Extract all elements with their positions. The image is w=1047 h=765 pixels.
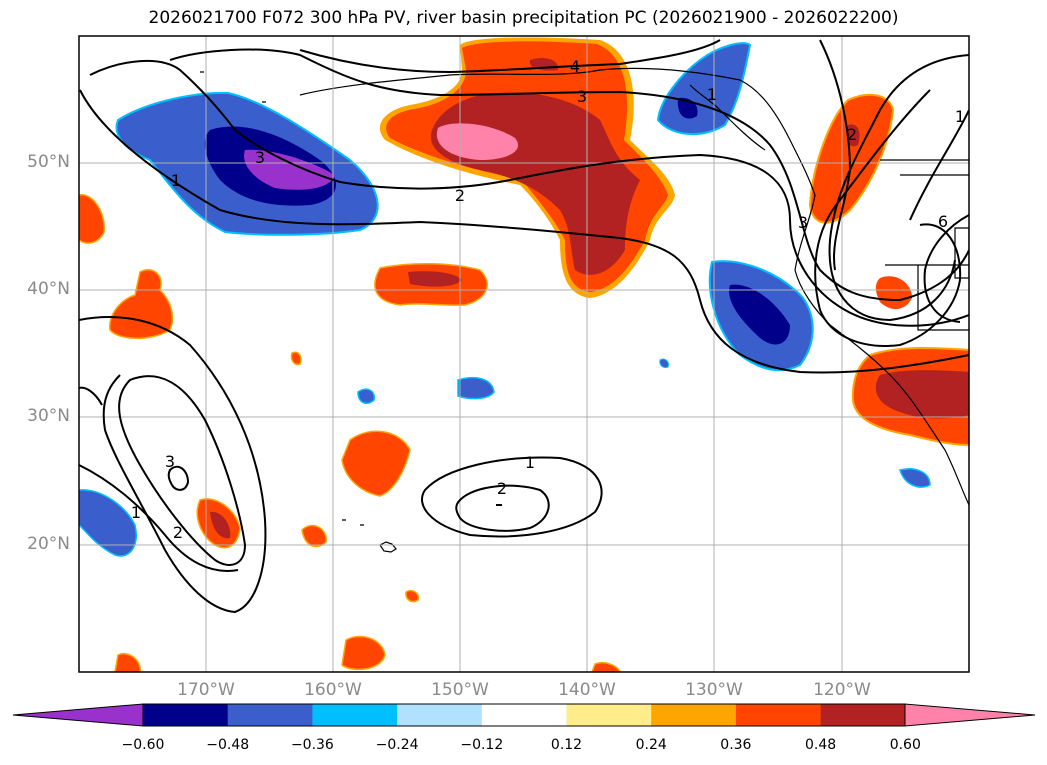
- contour-label: 3: [255, 148, 265, 167]
- colorbar-segment: [143, 704, 229, 726]
- colorbar: [12, 703, 1036, 727]
- positive-anomaly-gulf-of-alaska: [379, 37, 675, 298]
- contour-label: 3: [577, 87, 587, 106]
- positive-anomaly-small-cells: [79, 194, 969, 672]
- contour-label: 3: [798, 213, 808, 232]
- colorbar-segment: [820, 704, 906, 726]
- colorbar-over-arrow: [904, 703, 1036, 727]
- plot-area: 1 2 3 4 3 1 2 3 1 2 1 2 3 6 1: [79, 36, 969, 672]
- contour-label: 1: [171, 171, 181, 190]
- lon-label-140w: 140°W: [558, 680, 616, 700]
- colorbar-under-arrow: [12, 703, 144, 727]
- lat-label-40n: 40°N: [27, 279, 70, 299]
- colorbar-segment: [481, 704, 567, 726]
- colorbar-tick-label: 0.12: [550, 737, 583, 753]
- contour-label: 2: [173, 523, 183, 542]
- contour-label: 1: [707, 85, 717, 104]
- colorbar-tick-label: −0.48: [206, 737, 250, 753]
- lon-label-120w: 120°W: [813, 680, 871, 700]
- contour-label: 2: [455, 186, 465, 205]
- colorbar-segment: [566, 704, 652, 726]
- lat-label-20n: 20°N: [27, 534, 70, 554]
- coastlines: [200, 67, 969, 553]
- negative-anomaly-north-pacific: [115, 91, 379, 236]
- colorbar-tick-label: 0.48: [805, 737, 837, 753]
- contour-label: 1: [131, 503, 141, 522]
- contour-label: 4: [570, 57, 580, 76]
- colorbar-tick-label: 0.24: [635, 737, 667, 753]
- colorbar-segments: [143, 704, 906, 726]
- contour-label: 2: [847, 125, 857, 144]
- lat-label-30n: 30°N: [27, 406, 70, 426]
- pv-contours: [79, 39, 969, 614]
- colorbar-segment: [227, 704, 313, 726]
- colorbar-tick-label: 0.60: [889, 737, 921, 753]
- contour-labels: 1 2 3 4 3 1 2 3 1 2 1 2 3 6 1: [131, 57, 965, 542]
- colorbar-tick-label: −0.12: [460, 737, 504, 753]
- map-title: 2026021700 F072 300 hPa PV, river basin …: [148, 8, 899, 28]
- plot-frame: [78, 35, 970, 673]
- gridlines: [79, 36, 969, 672]
- colorbar-segment: [397, 704, 483, 726]
- negative-anomaly-alaska: [656, 42, 752, 136]
- lon-label-150w: 150°W: [431, 680, 489, 700]
- lon-label-130w: 130°W: [685, 680, 743, 700]
- colorbar-segment: [312, 704, 398, 726]
- colorbar-tick-label: −0.24: [375, 737, 419, 753]
- contour-label: 3: [165, 452, 175, 471]
- lon-label-170w: 170°W: [177, 680, 235, 700]
- colorbar-segment: [651, 704, 737, 726]
- colorbar-tick-label: 0.36: [720, 737, 752, 753]
- contour-label: 6: [938, 212, 948, 231]
- positive-anomaly-southwest-us: [851, 276, 969, 446]
- negative-anomaly-california-coast: [708, 260, 814, 372]
- contour-label: 1: [525, 453, 535, 472]
- colorbar-segment: [735, 704, 822, 726]
- lat-label-50n: 50°N: [27, 152, 70, 172]
- negative-anomaly-small-cells: [79, 358, 931, 557]
- colorbar-tick-label: −0.36: [290, 737, 334, 753]
- contour-label: 1: [955, 107, 965, 126]
- contour-label: 2: [497, 479, 507, 498]
- colorbar-tick-label: −0.60: [121, 737, 165, 753]
- lon-label-160w: 160°W: [304, 680, 362, 700]
